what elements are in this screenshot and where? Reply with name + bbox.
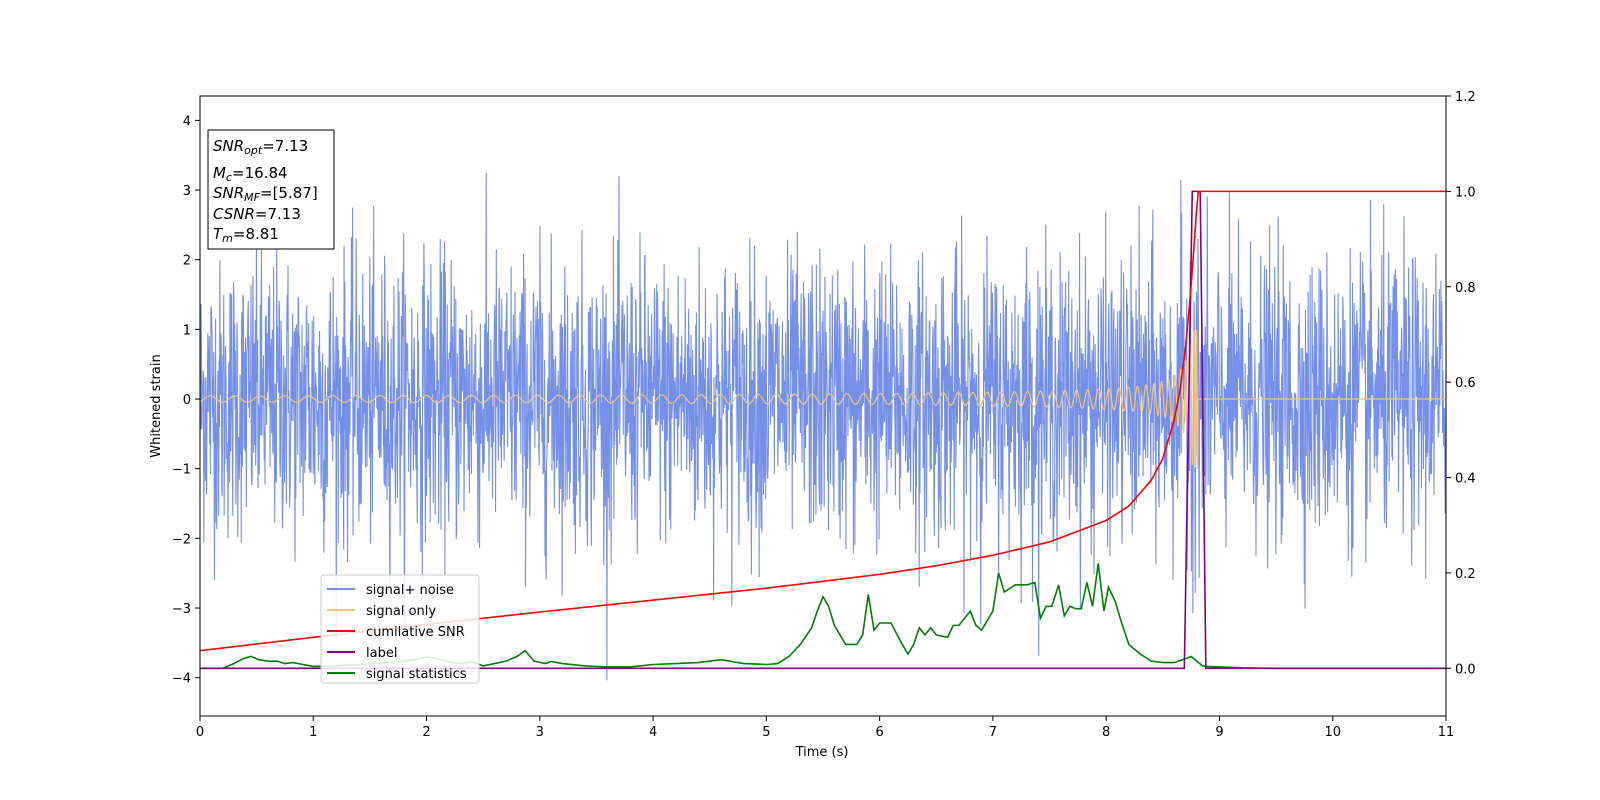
x-tick-label: 6 xyxy=(875,725,883,740)
x-tick-label: 7 xyxy=(989,725,997,740)
legend-label: label xyxy=(366,646,397,661)
info-snr-mf-main: SNR xyxy=(213,184,244,202)
info-csnr-value: =7.13 xyxy=(255,205,301,223)
series-signal-noise-line xyxy=(199,172,1447,681)
y-tick-label: −4 xyxy=(172,672,191,687)
info-snr-opt-value: =7.13 xyxy=(262,137,308,155)
x-tick-label: 11 xyxy=(1438,725,1455,740)
legend-label: signal only xyxy=(366,604,436,619)
x-axis: 0 1 2 3 4 5 6 7 8 9 10 11 xyxy=(196,716,1454,740)
legend-label: signal+ noise xyxy=(366,583,454,598)
info-tm-sub: m xyxy=(222,232,233,245)
y-tick-label: 2 xyxy=(183,254,191,269)
x-tick-label: 0 xyxy=(196,725,204,740)
info-snr-opt-main: SNR xyxy=(213,137,244,155)
info-csnr-main: CSNR xyxy=(213,205,255,223)
y-axis-right: 1.2 1.0 0.8 0.6 0.4 0.2 0.0 xyxy=(1446,90,1476,677)
info-tm-value: =8.81 xyxy=(233,225,279,243)
x-tick-label: 2 xyxy=(422,725,430,740)
x-tick-label: 10 xyxy=(1324,725,1341,740)
info-snr-opt: SNRopt=7.13 xyxy=(213,137,308,157)
y-tick-label: 1 xyxy=(183,323,191,338)
series-signal-only-line xyxy=(199,329,1446,469)
info-tm-main: T xyxy=(213,225,224,243)
info-mc-main: M xyxy=(213,164,226,182)
legend-label: cumilative SNR xyxy=(366,625,465,640)
y-tick-label: −1 xyxy=(172,463,191,478)
y2-tick-label: 0.4 xyxy=(1455,472,1476,487)
info-csnr: CSNR=7.13 xyxy=(213,205,301,223)
info-tm: Tm=8.81 xyxy=(213,225,279,245)
y2-tick-label: 0.8 xyxy=(1455,281,1476,296)
x-tick-label: 9 xyxy=(1215,725,1223,740)
x-tick-label: 1 xyxy=(309,725,317,740)
x-tick-label: 5 xyxy=(762,725,770,740)
legend: signal+ noise signal only cumilative SNR la… xyxy=(320,574,480,684)
info-box: SNRopt=7.13 Mc=16.84 SNRMF=[5.87] CSNR=7… xyxy=(207,129,335,250)
y-tick-label: 4 xyxy=(183,114,191,129)
y-tick-label: 0 xyxy=(183,393,191,408)
info-mc: Mc=16.84 xyxy=(213,164,288,184)
y2-tick-label: 0.2 xyxy=(1455,567,1476,582)
x-axis-label: Time (s) xyxy=(795,745,849,760)
legend-label: signal statistics xyxy=(366,667,467,682)
y2-tick-label: 0.6 xyxy=(1455,376,1476,391)
y-tick-label: −2 xyxy=(172,532,191,547)
y2-tick-label: 1.2 xyxy=(1455,90,1476,105)
info-snr-mf-sub: MF xyxy=(244,191,260,204)
info-snr-mf: SNRMF=[5.87] xyxy=(213,184,318,204)
plot-frame xyxy=(199,95,1447,717)
info-snr-mf-value: =[5.87] xyxy=(260,184,318,202)
y-tick-label: −3 xyxy=(172,602,191,617)
info-snr-opt-sub: opt xyxy=(244,144,263,157)
y-tick-label: 3 xyxy=(183,184,191,199)
x-tick-label: 8 xyxy=(1102,725,1110,740)
info-box-frame xyxy=(207,129,335,250)
info-mc-value: =16.84 xyxy=(232,164,288,182)
y-axis-left: 4 3 2 1 0 −1 −2 −3 −4 xyxy=(172,114,200,687)
x-tick-label: 3 xyxy=(536,725,544,740)
y2-tick-label: 0.0 xyxy=(1455,662,1476,677)
y-axis-label: Whitened strain xyxy=(149,354,164,457)
legend-frame xyxy=(320,574,480,684)
series-label-line xyxy=(200,190,1446,670)
info-mc-sub: c xyxy=(226,171,232,184)
y2-tick-label: 1.0 xyxy=(1455,185,1476,200)
x-tick-label: 4 xyxy=(649,725,657,740)
